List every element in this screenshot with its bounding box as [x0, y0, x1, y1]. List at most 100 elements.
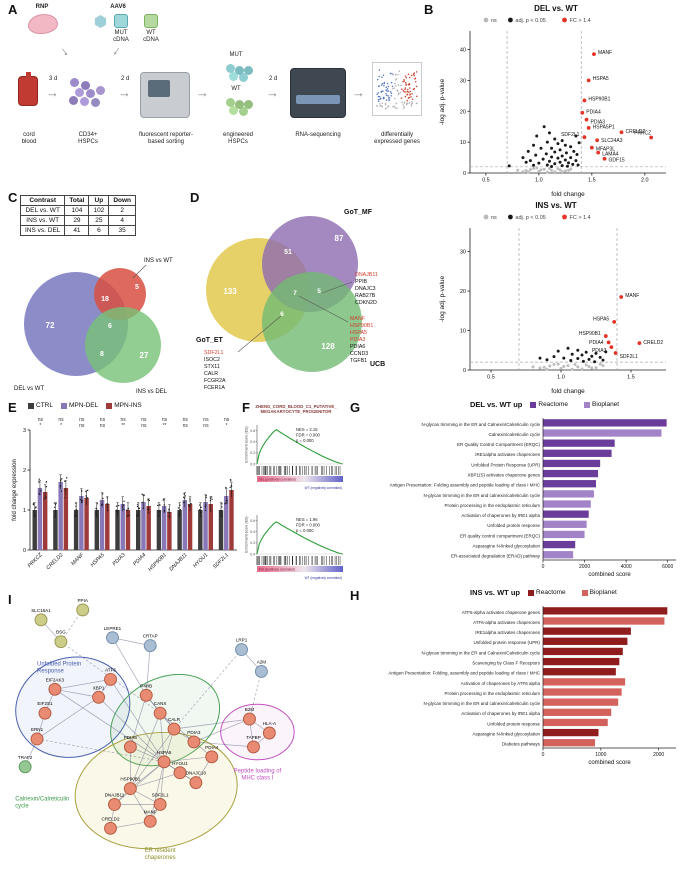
svg-text:HLA-A: HLA-A	[263, 721, 277, 726]
svg-text:0: 0	[542, 564, 545, 570]
svg-text:MANF: MANF	[350, 316, 366, 322]
svg-text:0.2: 0.2	[250, 451, 255, 455]
svg-text:ns: ns	[38, 417, 44, 423]
svg-text:18: 18	[101, 296, 109, 303]
timing-2d-1: 2 d	[121, 76, 130, 82]
svg-text:Antigen Presentation: Folding,: Antigen Presentation: Folding, assembly …	[388, 671, 540, 676]
svg-text:30: 30	[460, 78, 466, 84]
svg-text:NES = 2.15: NES = 2.15	[296, 427, 318, 432]
svg-text:NES = 1.96: NES = 1.96	[296, 517, 318, 522]
svg-text:UCB: UCB	[370, 361, 385, 368]
svg-text:IRE1alpha activates chaperones: IRE1alpha activates chaperones	[475, 630, 541, 635]
svg-text:1.0: 1.0	[535, 178, 543, 184]
svg-text:adj. p < 0.05: adj. p < 0.05	[515, 215, 545, 221]
deg-venn-diagram: 72 18 5 6 8 27 INS vs WT DEL vs WT INS vs DEL	[14, 258, 173, 395]
svg-text:Response: Response	[37, 668, 64, 674]
svg-text:128: 128	[321, 342, 335, 351]
svg-text:EIF2AK3: EIF2AK3	[46, 677, 65, 682]
arrow-5-icon: →	[352, 85, 365, 100]
bioplanet-label: Bioplanet	[589, 589, 617, 596]
volcano-thumbnail	[372, 62, 422, 116]
svg-text:8: 8	[100, 351, 104, 358]
svg-text:1.5: 1.5	[627, 375, 635, 381]
svg-text:Unfolded protein response: Unfolded protein response	[487, 721, 540, 726]
svg-text:ns: ns	[100, 417, 106, 423]
svg-text:133: 133	[223, 287, 237, 296]
panel-d-cohort-venn: D 133 87 128 51 7 5 6 GoT_ET GoT_MF UCB DNAJB11 PPI…	[190, 190, 426, 402]
svg-text:0.0: 0.0	[250, 462, 255, 466]
deg-counts-table: Contrast Total Up Down DEL vs. WT 104 102 2 INS …	[19, 195, 137, 236]
panel-e-label: E	[8, 400, 17, 415]
svg-text:ns: ns	[162, 417, 168, 423]
svg-text:HSP90B1: HSP90B1	[588, 96, 610, 102]
legend-mpn-ins: MPN-INS	[106, 402, 142, 409]
rnaseq-label: RNA-sequencing	[295, 132, 341, 138]
svg-text:N-glycan trimming in the ER an: N-glycan trimming in the ER and calnexin…	[423, 701, 540, 706]
svg-text:adj. p < 0.05: adj. p < 0.05	[515, 18, 545, 24]
svg-text:87: 87	[335, 234, 344, 243]
svg-text:TAPBP: TAPBP	[246, 735, 261, 740]
panel-h-enrich-ins: H INS vs. WT up Reactome Bioplanet ATF6-…	[350, 588, 685, 768]
svg-text:EIF2S1: EIF2S1	[37, 701, 53, 706]
svg-text:0: 0	[542, 752, 545, 758]
svg-text:0.4: 0.4	[250, 530, 255, 534]
svg-text:RAB27B: RAB27B	[355, 293, 376, 299]
svg-text:0.4: 0.4	[250, 440, 255, 444]
enrich-ins-title: INS vs. WT up	[470, 588, 521, 597]
svg-text:FCGR2A: FCGR2A	[204, 378, 226, 384]
volcano-ins-plot: ns adj. p < 0.05 FC > 1.4 0.5 1.0 1.5 0 10 20 30 M…	[439, 214, 666, 395]
enrich-del-title: DEL vs. WT up	[470, 400, 523, 409]
svg-text:0: 0	[463, 368, 466, 374]
svg-text:PRKCZ: PRKCZ	[634, 130, 651, 136]
svg-text:HSP90B1: HSP90B1	[147, 552, 168, 573]
svg-text:IRE1alpha activates chaperones: IRE1alpha activates chaperones	[475, 452, 541, 457]
svg-text:Unfolded protein response (UPR: Unfolded protein response (UPR)	[473, 640, 540, 645]
svg-text:GDF15: GDF15	[609, 158, 625, 164]
svg-text:INS (positively correlated): INS (positively correlated)	[259, 568, 296, 572]
svg-text:5: 5	[317, 288, 321, 295]
svg-text:PDIA3: PDIA3	[591, 119, 606, 125]
svg-text:GoT_MF: GoT_MF	[344, 209, 373, 216]
svg-text:10: 10	[460, 140, 466, 146]
panel-f-gsea: F ZHENG_CORD_BLOOD_C1_PUTATIVE_ MEGAKARY…	[242, 400, 348, 596]
svg-text:MANF: MANF	[70, 552, 85, 567]
svg-text:1: 1	[23, 508, 26, 514]
svg-text:combined score: combined score	[588, 572, 631, 578]
panel-d-label: D	[190, 190, 200, 205]
svg-text:LAMA4: LAMA4	[602, 151, 619, 157]
svg-text:LRP1: LRP1	[236, 638, 248, 643]
rnp-icon	[28, 14, 58, 34]
svg-text:ER-associated degradation (ERA: ER-associated degradation (ERAD) pathway	[451, 554, 541, 559]
wt-cdna-label: WT cDNA	[143, 30, 159, 43]
svg-text:0: 0	[23, 548, 26, 554]
svg-text:10: 10	[460, 329, 466, 335]
svg-text:Diabetes pathways: Diabetes pathways	[502, 742, 541, 747]
panel-b-label: B	[424, 2, 434, 17]
svg-text:ns: ns	[491, 18, 497, 24]
svg-text:CRELD2: CRELD2	[626, 129, 646, 135]
svg-text:PDIA6: PDIA6	[350, 344, 365, 350]
svg-text:DNAJC3: DNAJC3	[355, 286, 376, 292]
svg-text:Unfolded Protein Response (UPR: Unfolded Protein Response (UPR)	[471, 462, 540, 467]
svg-text:51: 51	[284, 249, 292, 256]
svg-text:WT (negatively correlated): WT (negatively correlated)	[305, 486, 342, 490]
legend-ctrl: CTRL	[28, 402, 53, 409]
panel-b-volcanoes: B DEL vs. WT ns adj. p < 0.05 FC > 1.4 0.5 1…	[424, 2, 684, 398]
svg-text:FC > 1.4: FC > 1.4	[570, 18, 591, 24]
reactome-swatch-icon	[528, 589, 535, 596]
svg-text:ATF6-alpha activates chaperone: ATF6-alpha activates chaperones	[473, 620, 541, 625]
svg-text:ISOC2: ISOC2	[204, 357, 220, 363]
panel-f-label: F	[242, 400, 250, 415]
svg-text:CRTAP: CRTAP	[143, 634, 158, 639]
svg-text:**: **	[163, 423, 167, 429]
svg-text:FC > 1.4: FC > 1.4	[570, 215, 591, 221]
svg-text:GoT_ET: GoT_ET	[196, 337, 224, 344]
svg-text:Calnexin/calreticulin cycle: Calnexin/calreticulin cycle	[488, 432, 540, 437]
svg-text:1.5: 1.5	[588, 178, 596, 184]
svg-text:HSP90B1: HSP90B1	[579, 331, 601, 337]
volcano-del-plot: ns adj. p < 0.05 FC > 1.4 0.5 1.0 1.5 2.0 0 10 20…	[439, 17, 666, 198]
svg-text:N-glycan trimming in the ER an: N-glycan trimming in the ER and Calnexin…	[421, 422, 540, 427]
svg-text:HSPA5: HSPA5	[157, 750, 172, 755]
svg-text:ns: ns	[224, 417, 230, 423]
legend-mpn-del: MPN-DEL	[60, 402, 98, 409]
